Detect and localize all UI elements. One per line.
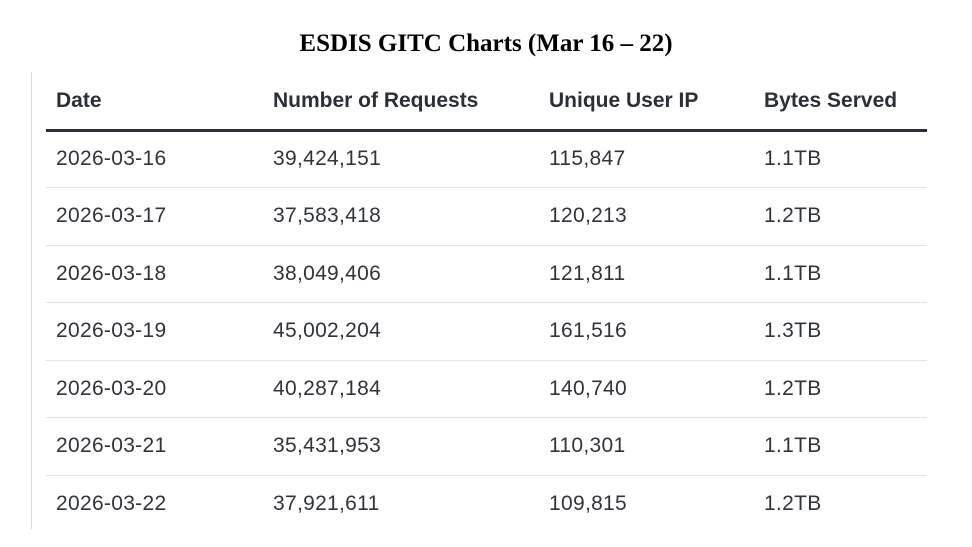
column-header-unique-ip: Unique User IP [549, 88, 699, 112]
date-cell: 2026-03-19 [56, 319, 167, 342]
table-row: 2026-03-21 35,431,953 110,301 1.1TB [46, 418, 927, 476]
requests-cell: 39,424,151 [273, 146, 382, 170]
table-row: 2026-03-16 39,424,151 115,847 1.1TB [46, 130, 927, 188]
column-header-date: Date [56, 88, 102, 112]
unique-ip-cell: 115,847 [549, 146, 626, 170]
column-header-requests: Number of Requests [273, 88, 479, 112]
column-header-bytes: Bytes Served [764, 88, 898, 112]
requests-cell: 37,921,611 [273, 491, 380, 515]
date-cell: 2026-03-22 [56, 491, 167, 515]
requests-cell: 45,002,204 [273, 319, 382, 342]
data-table: Date Number of Requests Unique User IP B… [31, 72, 927, 529]
table-row: 2026-03-18 38,049,406 121,811 1.1TB [46, 245, 927, 303]
requests-cell: 38,049,406 [273, 261, 382, 285]
date-cell: 2026-03-18 [56, 261, 167, 285]
table-row: 2026-03-20 40,287,184 140,740 1.2TB [46, 360, 927, 418]
requests-cell: 40,287,184 [273, 376, 382, 400]
bytes-cell: 1.2TB [764, 376, 822, 400]
unique-ip-cell: 110,301 [549, 434, 626, 457]
unique-ip-cell: 109,815 [549, 491, 628, 515]
bytes-cell: 1.1TB [764, 434, 822, 457]
unique-ip-cell: 121,811 [549, 261, 626, 285]
requests-cell: 37,583,418 [273, 204, 382, 227]
bytes-cell: 1.3TB [764, 319, 822, 342]
date-cell: 2026-03-16 [56, 146, 167, 170]
table-row: 2026-03-17 37,583,418 120,213 1.2TB [46, 188, 927, 246]
date-cell: 2026-03-21 [56, 434, 167, 457]
unique-ip-cell: 140,740 [549, 376, 628, 400]
bytes-cell: 1.1TB [764, 261, 822, 285]
bytes-cell: 1.2TB [764, 204, 822, 227]
date-cell: 2026-03-20 [56, 376, 167, 400]
bytes-cell: 1.1TB [764, 146, 822, 170]
unique-ip-cell: 161,516 [549, 319, 628, 342]
requests-cell: 35,431,953 [273, 434, 382, 457]
chart-title: ESDIS GITC Charts (Mar 16 – 22) [299, 30, 673, 57]
table-row: 2026-03-22 37,921,611 109,815 1.2TB [46, 475, 927, 532]
date-cell: 2026-03-17 [56, 204, 167, 227]
bytes-cell: 1.2TB [764, 491, 822, 515]
table-row: 2026-03-19 45,002,204 161,516 1.3TB [46, 303, 927, 361]
unique-ip-cell: 120,213 [549, 204, 628, 227]
table-header-row: Date Number of Requests Unique User IP B… [46, 72, 927, 132]
